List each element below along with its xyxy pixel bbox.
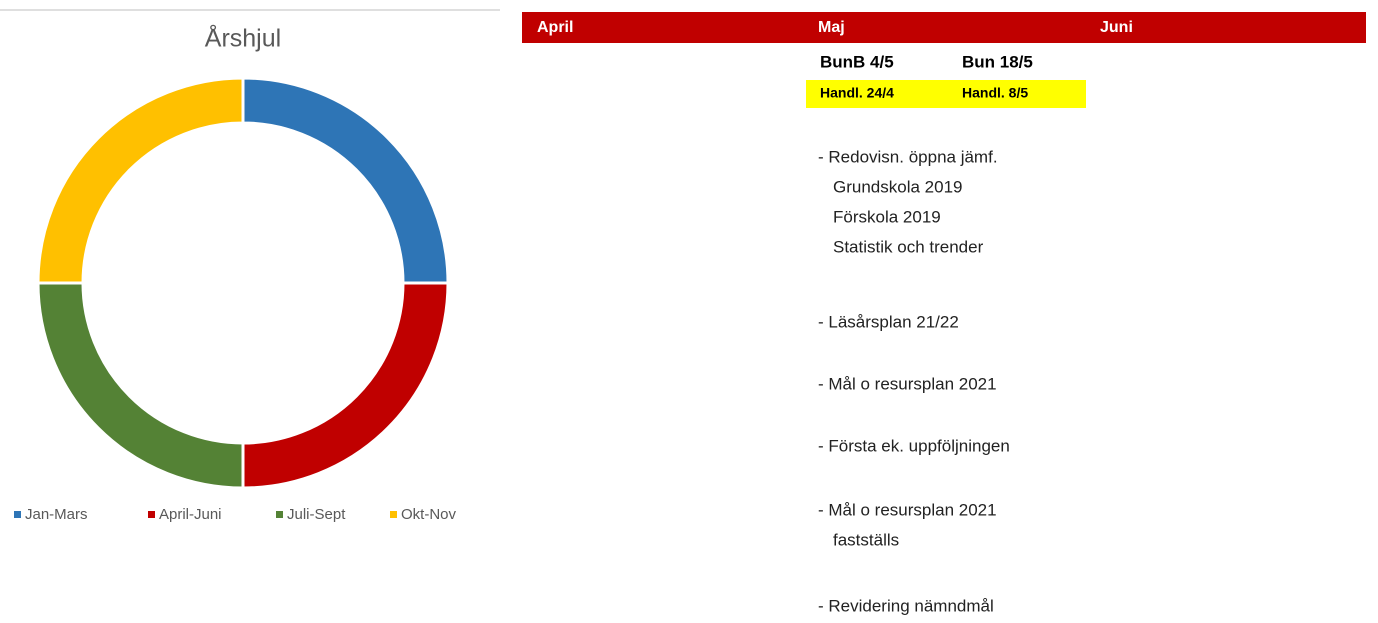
note-line: Grundskola 2019 xyxy=(833,177,962,196)
deadline-date: Handl. 24/4 xyxy=(820,85,894,101)
donut-segment xyxy=(241,76,450,285)
meeting-date: BunB 4/5 xyxy=(820,52,894,71)
donut-segment xyxy=(241,281,450,490)
donut-segment xyxy=(36,281,245,490)
legend-label: Okt-Nov xyxy=(401,506,457,523)
note-line: - Läsårsplan 21/22 xyxy=(818,312,959,331)
donut-segment xyxy=(36,76,245,285)
legend-swatch xyxy=(390,511,397,518)
header-bar xyxy=(522,12,1366,43)
deadline-date: Handl. 8/5 xyxy=(962,85,1028,101)
legend-swatch xyxy=(14,511,21,518)
note-line: - Mål o resursplan 2021 xyxy=(818,374,997,393)
legend-label: April-Juni xyxy=(159,506,222,523)
legend-label: Jan-Mars xyxy=(25,506,88,523)
note-line: Statistik och trender xyxy=(833,237,984,256)
chart-title: Årshjul xyxy=(205,23,281,53)
note-line: Förskola 2019 xyxy=(833,207,941,226)
meeting-date: Bun 18/5 xyxy=(962,52,1033,71)
note-line: - Revidering nämndmål xyxy=(818,596,994,615)
note-line: - Mål o resursplan 2021 xyxy=(818,500,997,519)
legend-swatch xyxy=(148,511,155,518)
legend-swatch xyxy=(276,511,283,518)
note-line: - Redovisn. öppna jämf. xyxy=(818,147,998,166)
legend-label: Juli-Sept xyxy=(287,506,346,523)
month-header: Juni xyxy=(1100,19,1133,36)
deadline-row xyxy=(806,80,1086,108)
month-header: April xyxy=(537,19,573,36)
note-line: - Första ek. uppföljningen xyxy=(818,436,1010,455)
note-line: fastställs xyxy=(833,530,899,549)
month-header: Maj xyxy=(818,19,845,36)
